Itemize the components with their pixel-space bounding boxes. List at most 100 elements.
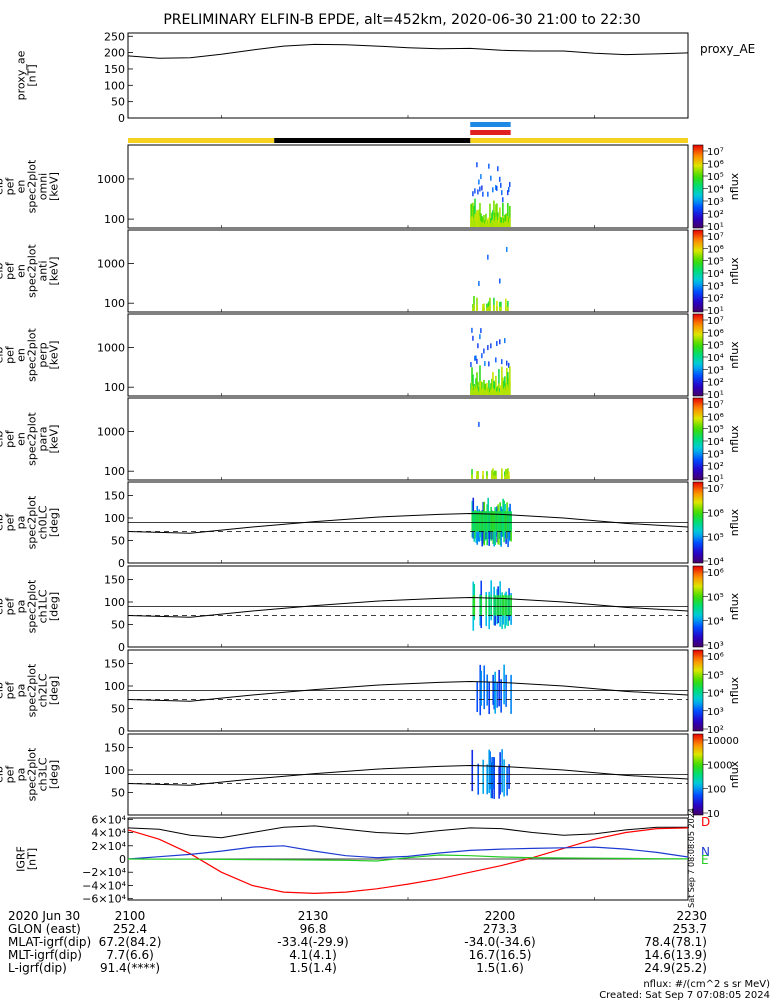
- pa-ch2-spectrogram-cell: [488, 681, 490, 715]
- en-para-colorbar-tick-label: 10⁵: [707, 425, 724, 436]
- figure-title: PRELIMINARY ELFIN-B EPDE, alt=452km, 202…: [163, 12, 640, 28]
- en-omni-spectrogram-cell: [471, 216, 473, 227]
- igrf-ytick-label: 0: [119, 853, 126, 866]
- en-para-spectrogram-cell: [508, 475, 510, 479]
- pa-ch2-spectrogram-cell: [483, 665, 486, 710]
- pa-ch0-ytick-label: 0: [118, 557, 125, 570]
- en-omni-spectrogram-cell: [484, 223, 486, 227]
- en-omni-spectrogram-cell: [494, 220, 496, 227]
- footer-value: -33.4(-29.9): [277, 935, 348, 949]
- en-anti-spectrogram-cell: [483, 307, 485, 311]
- created-timestamp: Created: Sat Sep 7 07:08:05 2024: [599, 990, 770, 1000]
- en-para-spectrogram-cell: [506, 474, 508, 479]
- en-omni-spectrogram-cell: [472, 191, 474, 197]
- en-omni-spectrogram-cell: [482, 217, 484, 227]
- science-zone-bar-red: [470, 130, 511, 135]
- pa-ch0-spectrogram-cell: [494, 511, 496, 532]
- pa-ch2-spectrogram-cell: [493, 682, 495, 710]
- en-omni-spectrogram-cell: [481, 222, 483, 227]
- pa-ch3-spectrogram-cell: [471, 749, 474, 792]
- pa-ch0-spectrogram-cell: [498, 511, 500, 532]
- en-omni-spectrogram-cell: [502, 202, 504, 227]
- en-para-spectrogram-cell: [493, 475, 495, 479]
- en-perp-spectrogram-cell: [487, 391, 489, 395]
- en-para-spectrogram-cell: [491, 475, 493, 479]
- pa-ch2-spectrogram: [476, 664, 512, 716]
- en-para-colorbar-tick-label: 10¹: [707, 474, 724, 485]
- en-omni-ytick-label: 100: [104, 213, 125, 226]
- pa-ch1-colorbar-tick-label: 10⁵: [707, 592, 724, 603]
- en-perp-colorbar-tick-label: 10²: [707, 378, 724, 389]
- pa-ch0-spectrogram-cell: [506, 511, 508, 532]
- en-anti-colorbar-label: nflux: [728, 257, 741, 285]
- pa-ch3-loss-cone-curve: [127, 764, 689, 786]
- en-omni-colorbar-tick-label: 10⁷: [707, 147, 724, 158]
- pa-ch3-spectrogram: [471, 749, 510, 799]
- en-perp-colorbar: [692, 313, 704, 397]
- en-para-frame: [127, 397, 689, 481]
- en-perp-spectrogram-cell: [491, 378, 493, 395]
- en-omni-spectrogram-cell: [476, 162, 478, 168]
- pa-ch1-spectrogram-cell: [479, 595, 482, 616]
- en-anti-spectrogram-cell: [488, 301, 490, 311]
- footer-ephemeris: 2020 Jun 30 2100 2130 2200 2230 GLON (east) 25…: [8, 909, 770, 1000]
- en-para-spectrogram-cell: [476, 471, 478, 479]
- pa-ch1-colorbar-tick-label: 10⁶: [707, 568, 724, 579]
- pa-ch0-ylabel-line: pa: [15, 516, 28, 530]
- pa-ch0-spectrogram-cell: [503, 511, 505, 532]
- en-para-spectrogram-cell: [486, 475, 488, 479]
- footer-value: 7.7(6.6): [106, 948, 154, 962]
- en-anti-spectrogram-cell: [496, 300, 498, 311]
- en-anti-colorbar-tick-label: 10³: [707, 281, 724, 292]
- en-omni-colorbar-tick-label: 10²: [707, 210, 724, 221]
- en-anti-spectrogram-cell: [486, 307, 488, 311]
- en-perp-spectrogram-cell: [480, 388, 482, 395]
- en-para-colorbar: [692, 397, 704, 481]
- pa-ch2-spectrogram-cell: [476, 681, 479, 713]
- en-anti-spectrogram-cell: [478, 281, 480, 287]
- pa-ch1-spectrogram-cell: [507, 595, 509, 616]
- en-omni-spectrogram-cell: [499, 176, 501, 182]
- en-anti-spectrogram-cell: [499, 301, 501, 311]
- en-omni-spectrogram-cell: [495, 204, 497, 227]
- pa-ch0-colorbar: [692, 481, 704, 564]
- en-anti-ylabel-line: anti: [37, 260, 50, 281]
- pa-ch1-ylabel-line: [deg]: [48, 592, 61, 621]
- en-omni-spectrogram-cell: [477, 189, 479, 195]
- en-perp-colorbar-label: nflux: [728, 341, 741, 369]
- en-perp-ylabel-line: pef: [4, 345, 17, 364]
- pa-ch0-spectrogram-cell: [487, 511, 489, 532]
- en-anti-ylabel-line: [keV]: [48, 257, 61, 286]
- en-anti-spectrogram-cell: [487, 254, 489, 260]
- pa-ch0-spectrogram-cell: [476, 511, 479, 532]
- pa-ch1-ylabel-line: spec2plot: [26, 579, 39, 633]
- en-para-spectrogram-cell: [507, 468, 509, 479]
- en-omni-spectrogram-cell: [497, 212, 499, 227]
- en-para-colorbar-tick-label: 10⁷: [707, 400, 724, 411]
- pa-ch2-spectrogram-cell: [500, 679, 502, 713]
- proxy-ae-ytick-label: 250: [104, 30, 125, 43]
- pa-ch1-spectrogram-cell: [493, 595, 495, 616]
- pa-ch0-spectrogram-cell: [482, 511, 485, 532]
- igrf-legend-e: E: [701, 853, 709, 867]
- en-para-colorbar-tick-label: 10⁶: [707, 412, 724, 423]
- pa-ch1-spectrogram-cell: [510, 595, 512, 616]
- en-para-spectrogram-cell: [495, 470, 497, 479]
- pa-ch2-colorbar-tick-label: 10²: [707, 725, 724, 736]
- pa-ch2-spectrogram-cell: [479, 664, 482, 716]
- igrf-legend-n: N: [701, 845, 710, 859]
- en-perp-spectrogram: [470, 327, 511, 395]
- panels: 250200150100500proxy_ae[nT]proxy_AE10001…: [0, 30, 755, 908]
- en-omni-spectrogram-cell: [482, 222, 484, 227]
- en-perp-spectrogram-cell: [484, 389, 486, 395]
- proxy-ae-ylabel: proxy_ae[nT]: [15, 50, 39, 100]
- igrf-ylabel: IGRF[nT]: [15, 846, 39, 872]
- en-anti-spectrogram-cell: [500, 301, 502, 311]
- pa-ch3-spectrogram-cell: [499, 752, 501, 795]
- en-anti-ylabel-line: pef: [4, 261, 17, 280]
- pa-ch3-spectrogram-cell: [486, 764, 488, 795]
- pa-ch1-ytick-label: 100: [104, 596, 125, 609]
- en-omni-ytick-label: 1000: [97, 173, 125, 186]
- footer-row-label: MLT-igrf(dip): [8, 948, 82, 962]
- igrf-ytick-label: 6×10⁴: [91, 813, 126, 826]
